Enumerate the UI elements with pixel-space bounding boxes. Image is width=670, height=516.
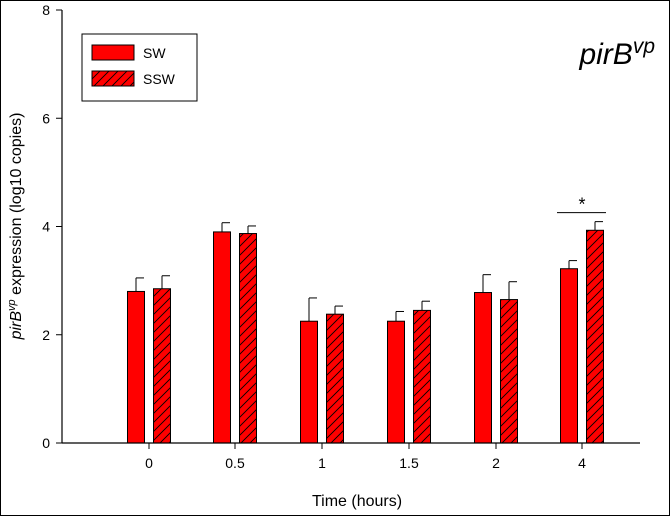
y-axis-title-gene: pirB — [8, 311, 25, 341]
chart-title-superscript: vp — [633, 35, 655, 58]
bar-sw — [300, 320, 318, 444]
legend-label-ssw: SSW — [143, 71, 176, 87]
bar-sw — [387, 320, 405, 444]
bar-ssw — [239, 233, 257, 444]
x-tick-label: 1.5 — [399, 455, 419, 471]
y-tick-label: 8 — [42, 2, 50, 18]
bar-ssw — [413, 309, 431, 444]
y-axis-title-superscript: vp — [6, 299, 18, 311]
bar-ssw — [586, 229, 604, 444]
x-tick-label: 4 — [578, 455, 586, 471]
bar-sw — [127, 290, 145, 444]
legend: SW SSW — [81, 33, 198, 102]
bar-sw — [474, 292, 492, 444]
y-tick-label: 0 — [42, 435, 50, 451]
y-tick-label: 2 — [42, 327, 50, 343]
y-axis-title: pirBvp expression (log10 copies) — [6, 113, 25, 341]
bar-sw — [560, 268, 578, 444]
x-tick-label: 1 — [318, 455, 326, 471]
legend-label-sw: SW — [143, 45, 166, 61]
legend-swatch-sw — [91, 44, 135, 61]
x-tick-label: 2 — [492, 455, 500, 471]
chart-title-gene: pirB — [578, 38, 632, 71]
bar-ssw — [326, 313, 344, 444]
bar-ssw — [500, 299, 518, 444]
y-tick-label: 4 — [42, 219, 50, 235]
x-tick-label: 0 — [145, 455, 153, 471]
legend-swatch-ssw — [91, 70, 135, 87]
legend-box — [81, 33, 198, 102]
bar-sw — [213, 231, 231, 444]
significance-star: * — [578, 195, 585, 215]
significance-annotation: * — [557, 195, 606, 215]
chart-title: pirBvp — [578, 35, 655, 71]
y-axis-title-rest: expression (log10 copies) — [8, 113, 25, 300]
x-tick-label: 0.5 — [225, 455, 245, 471]
bar-ssw — [153, 288, 171, 444]
x-axis-title: Time (hours) — [312, 493, 402, 510]
y-tick-label: 6 — [42, 110, 50, 126]
